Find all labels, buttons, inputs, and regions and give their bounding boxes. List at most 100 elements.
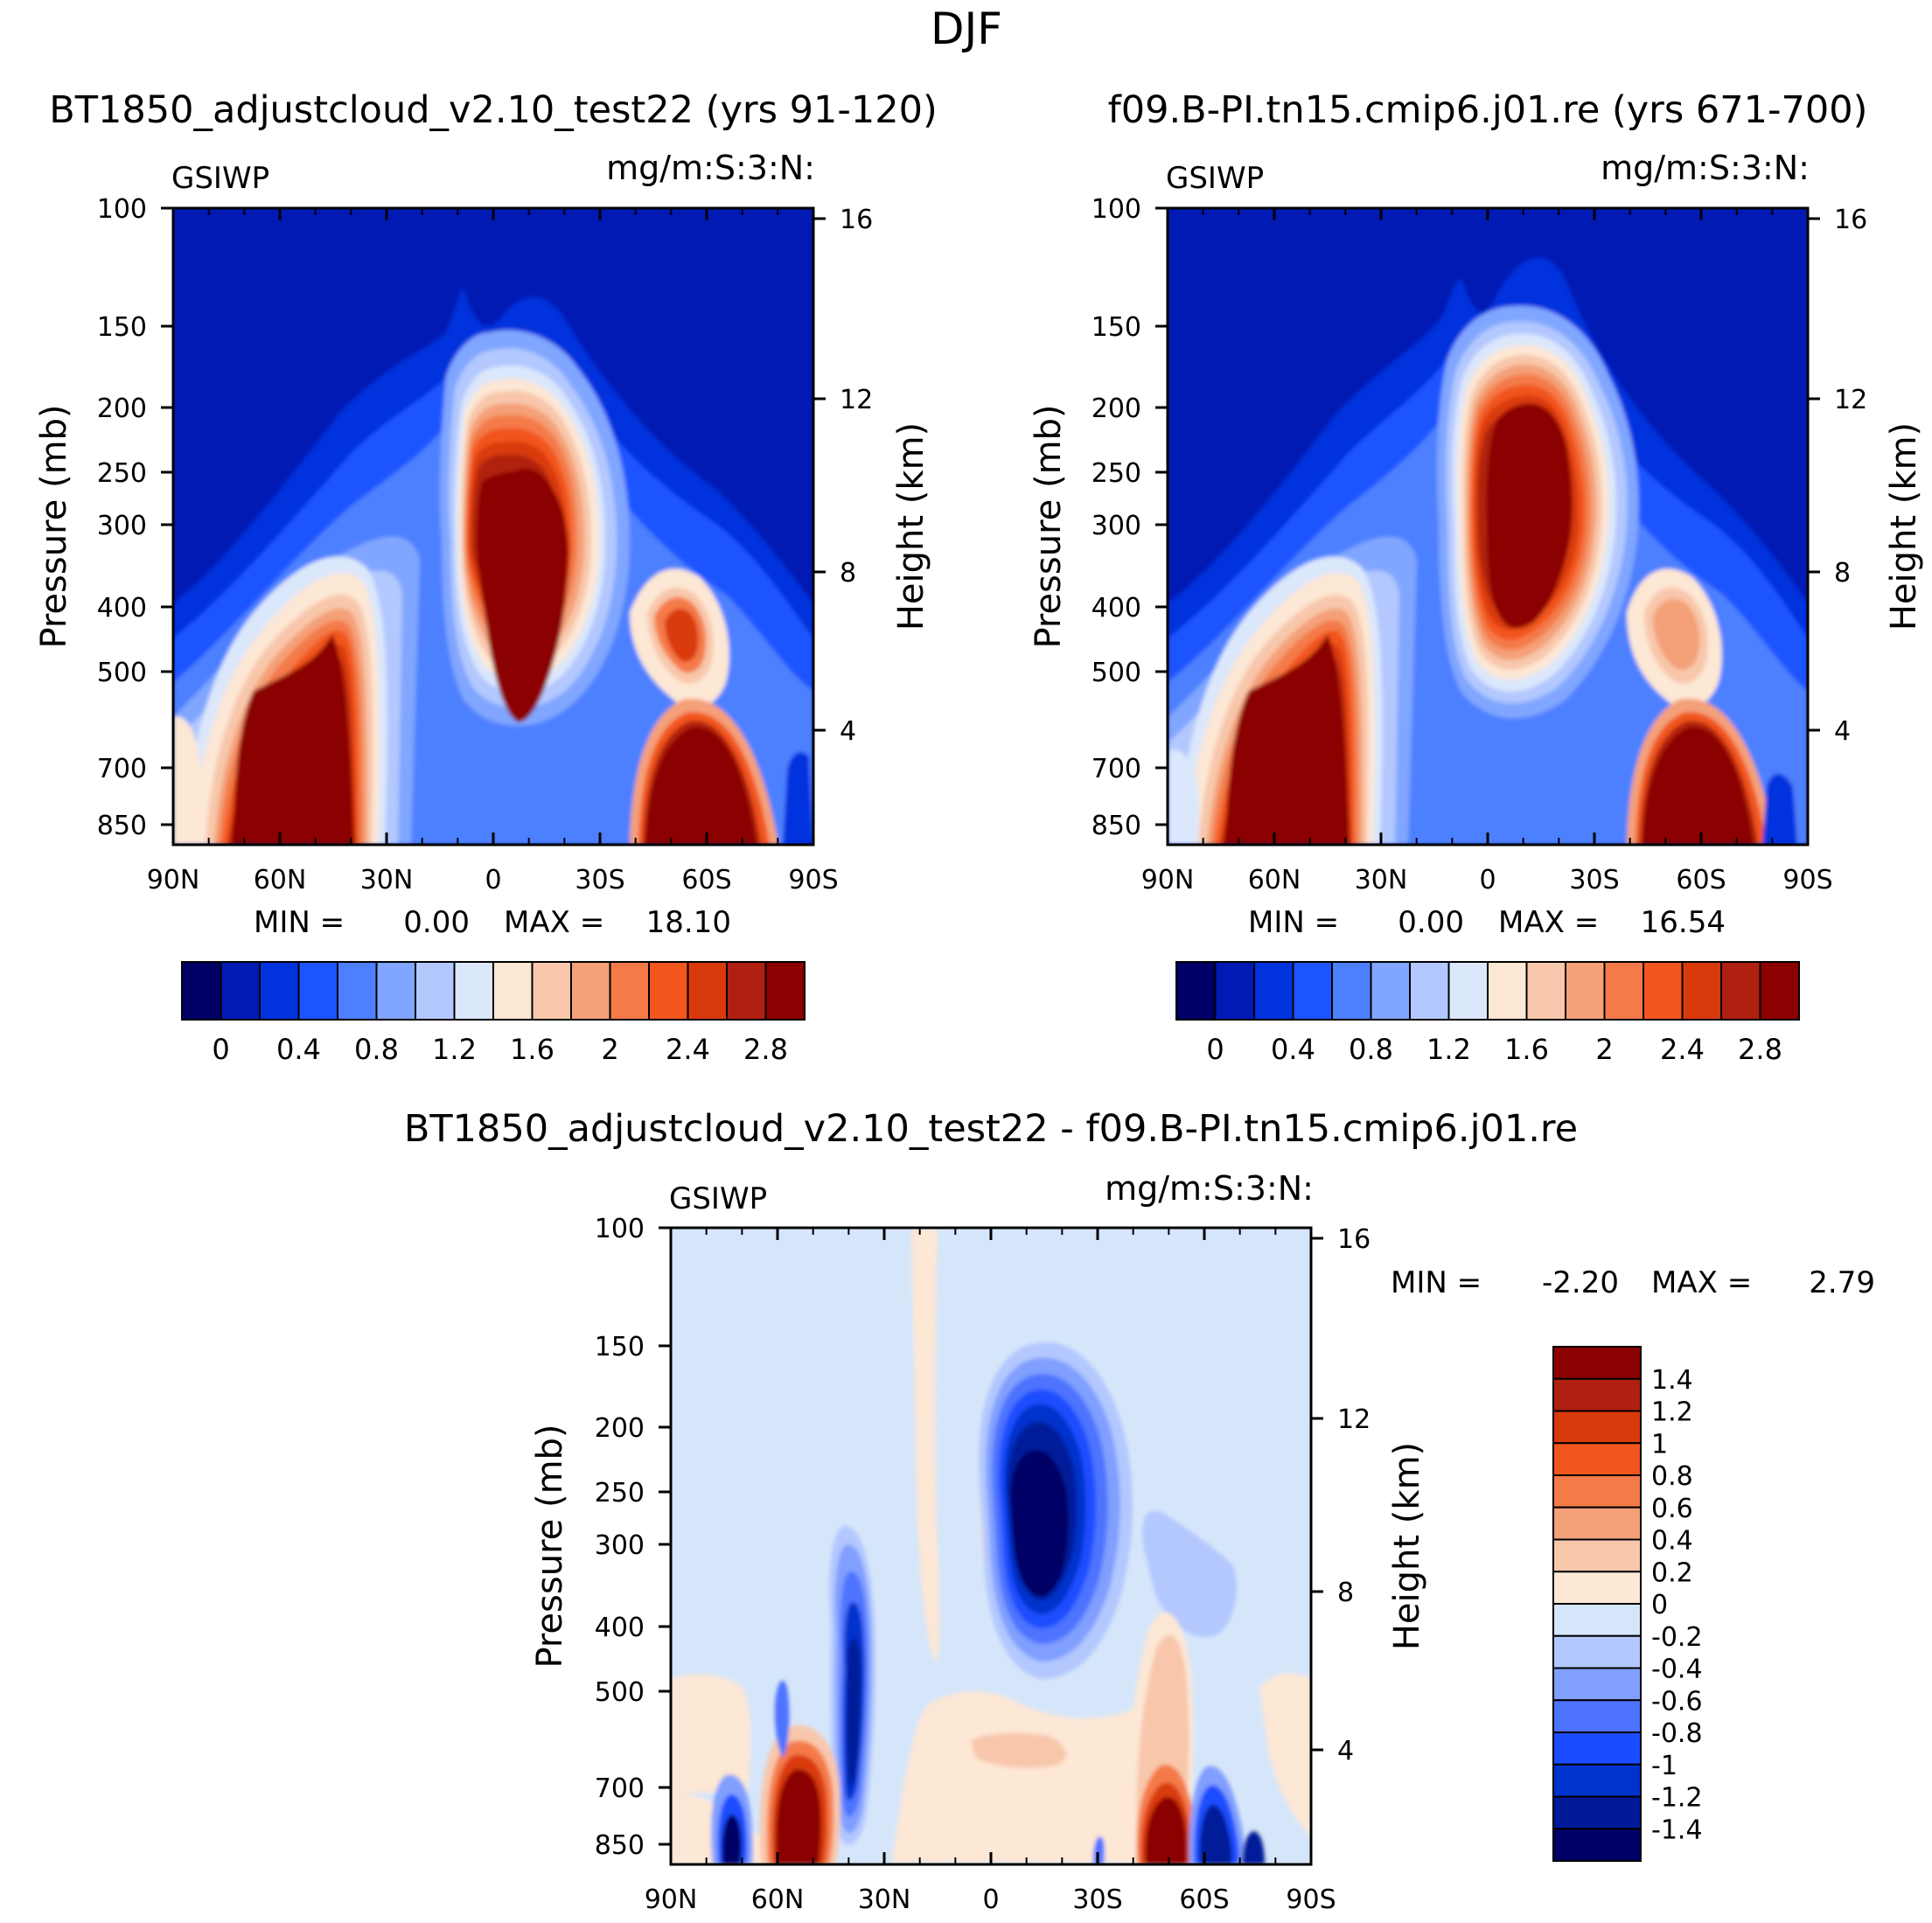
y-tick-label: 300 bbox=[595, 1530, 645, 1561]
colorbar-swatch bbox=[1552, 1828, 1642, 1862]
y-axis-label-right: Height (km) bbox=[1884, 422, 1924, 631]
units-label: mg/m:S:3:N: bbox=[1105, 1169, 1314, 1208]
colorbar-label: 0.4 bbox=[276, 1033, 321, 1066]
colorbar-swatch bbox=[1370, 961, 1411, 1021]
colorbar-swatch bbox=[609, 961, 650, 1021]
colorbar-swatch bbox=[1603, 961, 1644, 1021]
panel-title: f09.B-PI.tn15.cmip6.j01.re (yrs 671-700) bbox=[1108, 88, 1868, 132]
min-value: 0.00 bbox=[1398, 905, 1464, 940]
panel-bottom: BT1850_adjustcloud_v2.10_test22 - f09.B-… bbox=[404, 1107, 1875, 1915]
x-tick-label: 30N bbox=[1355, 865, 1408, 895]
y-tick-label: 400 bbox=[595, 1613, 645, 1643]
contour-field bbox=[1168, 208, 1808, 845]
colorbar-label: 0.4 bbox=[1271, 1033, 1315, 1066]
y-right-tick-label: 12 bbox=[840, 385, 873, 415]
y-tick-label: 200 bbox=[1092, 394, 1141, 424]
y-tick-label: 250 bbox=[1092, 458, 1141, 489]
right-ticks: 16 12 8 4 bbox=[1808, 205, 1867, 747]
colorbar-swatch bbox=[1552, 1377, 1642, 1412]
colorbar-swatch bbox=[1552, 1410, 1642, 1445]
colorbar-label: 1.4 bbox=[1651, 1365, 1693, 1396]
stats: MIN = 0.00 MAX = 16.54 bbox=[1248, 905, 1726, 940]
colorbar: 0 0.4 0.8 1.2 1.6 2 2.4 2.8 bbox=[1175, 961, 1800, 1066]
colorbar-swatch bbox=[1175, 961, 1217, 1021]
right-ticks: 16 12 8 4 bbox=[1311, 1224, 1371, 1766]
colorbar-swatch bbox=[375, 961, 416, 1021]
colorbar-label: 0.6 bbox=[1651, 1494, 1693, 1524]
x-tick-label: 60N bbox=[254, 865, 307, 895]
y-right-tick-label: 4 bbox=[1337, 1736, 1354, 1766]
y-axis-label-right: Height (km) bbox=[1387, 1442, 1427, 1650]
y-tick-label: 500 bbox=[1092, 658, 1141, 688]
colorbar-swatch bbox=[415, 961, 456, 1021]
colorbar-swatch bbox=[492, 961, 534, 1021]
y-tick-label: 400 bbox=[97, 593, 147, 624]
variable-label: GSIWP bbox=[1166, 161, 1264, 196]
colorbar-label: 0.8 bbox=[354, 1033, 399, 1066]
y-right-tick-label: 4 bbox=[840, 716, 856, 747]
colorbar-label: 1.2 bbox=[1426, 1033, 1471, 1066]
y-tick-label: 250 bbox=[97, 458, 147, 489]
x-tick-label: 90N bbox=[645, 1885, 698, 1915]
y-tick-label: 250 bbox=[595, 1478, 645, 1508]
colorbar-label: 1.6 bbox=[1504, 1033, 1549, 1066]
colorbar-label: 0 bbox=[1206, 1033, 1224, 1066]
y-tick-label: 850 bbox=[97, 811, 147, 841]
colorbar-swatch bbox=[1487, 961, 1528, 1021]
colorbar-swatch bbox=[1552, 1603, 1642, 1637]
max-value: 2.79 bbox=[1809, 1265, 1875, 1300]
y-tick-label: 200 bbox=[97, 394, 147, 424]
max-label: MAX = bbox=[1651, 1265, 1752, 1300]
colorbar-swatch bbox=[1253, 961, 1294, 1021]
colorbar-swatch bbox=[1409, 961, 1450, 1021]
x-tick-label: 60S bbox=[681, 865, 731, 895]
x-tick-label: 30S bbox=[1569, 865, 1619, 895]
panel-top-left: BT1850_adjustcloud_v2.10_test22 (yrs 91-… bbox=[34, 88, 938, 1066]
y-tick-label: 700 bbox=[1092, 754, 1141, 784]
colorbar-label: 2.4 bbox=[666, 1033, 710, 1066]
colorbar-label: -0.6 bbox=[1651, 1686, 1703, 1717]
colorbar-label: 1.2 bbox=[1651, 1397, 1693, 1428]
colorbar-label: 2.4 bbox=[1660, 1033, 1705, 1066]
left-ticks: 100 150 200 250 300 400 500 700 850 bbox=[595, 1214, 671, 1861]
x-tick-label: 90N bbox=[147, 865, 200, 895]
colorbar-swatch bbox=[1552, 1506, 1642, 1541]
y-tick-label: 300 bbox=[97, 511, 147, 541]
colorbar-swatch bbox=[1292, 961, 1333, 1021]
y-tick-label: 100 bbox=[1092, 194, 1141, 225]
colorbar-swatch bbox=[570, 961, 611, 1021]
y-tick-label: 150 bbox=[97, 312, 147, 343]
panel-top-right: f09.B-PI.tn15.cmip6.j01.re (yrs 671-700)… bbox=[1029, 88, 1924, 1066]
y-tick-label: 400 bbox=[1092, 593, 1141, 624]
colorbar-label: 2.8 bbox=[743, 1033, 788, 1066]
x-tick-label: 60S bbox=[1179, 1885, 1229, 1915]
colorbar-label: -1 bbox=[1651, 1751, 1677, 1781]
colorbar-swatch bbox=[1552, 1442, 1642, 1476]
x-tick-label: 0 bbox=[1479, 865, 1496, 895]
y-tick-label: 100 bbox=[595, 1214, 645, 1244]
variable-label: GSIWP bbox=[669, 1181, 767, 1216]
colorbar-swatch bbox=[1552, 1763, 1642, 1798]
colorbar-label: -1.2 bbox=[1651, 1783, 1703, 1814]
colorbar-swatch bbox=[1552, 1634, 1642, 1669]
panel-title: BT1850_adjustcloud_v2.10_test22 - f09.B-… bbox=[404, 1107, 1578, 1151]
colorbar-swatch bbox=[648, 961, 689, 1021]
colorbar-swatch bbox=[1331, 961, 1372, 1021]
x-tick-label: 90S bbox=[1286, 1885, 1336, 1915]
colorbar-swatch bbox=[1214, 961, 1255, 1021]
colorbar-swatch bbox=[764, 961, 806, 1021]
y-right-tick-label: 8 bbox=[1337, 1578, 1354, 1608]
colorbar-label: 0.4 bbox=[1651, 1526, 1693, 1557]
y-tick-label: 150 bbox=[1092, 312, 1141, 343]
y-tick-label: 500 bbox=[595, 1677, 645, 1708]
y-right-tick-label: 4 bbox=[1834, 716, 1851, 747]
colorbar-label: 0.8 bbox=[1349, 1033, 1393, 1066]
y-tick-label: 500 bbox=[97, 658, 147, 688]
y-tick-label: 200 bbox=[595, 1413, 645, 1444]
colorbar-label: 2.8 bbox=[1738, 1033, 1782, 1066]
x-ticks: 90N 60N 30N 0 30S 60S 90S bbox=[147, 208, 839, 895]
colorbar-swatch bbox=[259, 961, 300, 1021]
colorbar-label: -0.4 bbox=[1651, 1655, 1703, 1685]
max-label: MAX = bbox=[1498, 905, 1599, 940]
colorbar-swatch bbox=[1552, 1346, 1642, 1380]
